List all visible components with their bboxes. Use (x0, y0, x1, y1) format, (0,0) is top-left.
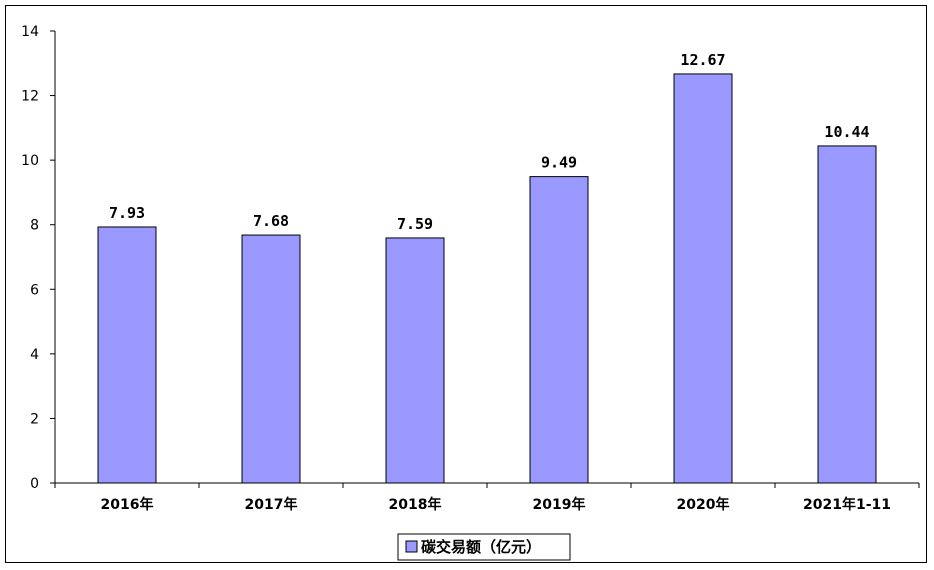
bar (97, 226, 157, 484)
y-tick-label: 10 (21, 153, 39, 169)
y-tick-label: 6 (30, 282, 39, 298)
legend: 碳交易额（亿元） (397, 533, 571, 561)
bar (241, 234, 301, 484)
x-category-label: 2019年 (533, 496, 586, 513)
bar-value-label: 7.93 (109, 204, 145, 222)
bars (97, 73, 877, 484)
bar (529, 176, 589, 484)
bar-value-label: 7.68 (253, 212, 289, 230)
bar-value-label: 9.49 (541, 154, 577, 172)
x-category-label: 2018年 (389, 496, 442, 513)
x-category-label: 2021年1-11 (803, 496, 891, 513)
bar (385, 237, 445, 484)
bar (673, 73, 733, 484)
y-tick-label: 4 (30, 347, 39, 363)
bar-value-label: 10.44 (824, 123, 869, 141)
y-tick-label: 8 (30, 218, 39, 234)
y-tick-label: 14 (21, 24, 39, 40)
axes: 0 2 4 6 8 10 12 14 2016年 2017年 2018年 2019年 2020年 2021… (21, 24, 920, 513)
chart-frame (5, 5, 927, 563)
bar-value-label: 12.67 (680, 51, 725, 69)
bar-value-label: 7.59 (397, 215, 433, 233)
data-labels: 7.93 7.68 7.59 9.49 12.67 10.44 (109, 51, 870, 233)
y-tick-label: 2 (30, 411, 39, 427)
x-category-label: 2016年 (101, 496, 154, 513)
x-category-label: 2020年 (677, 496, 730, 513)
legend-box (397, 533, 571, 561)
bar (817, 145, 877, 484)
legend-swatch (405, 540, 418, 553)
x-category-label: 2017年 (245, 496, 298, 513)
y-tick-label: 0 (30, 476, 39, 492)
legend-label: 碳交易额（亿元） (421, 538, 541, 556)
y-tick-label: 12 (21, 89, 39, 105)
